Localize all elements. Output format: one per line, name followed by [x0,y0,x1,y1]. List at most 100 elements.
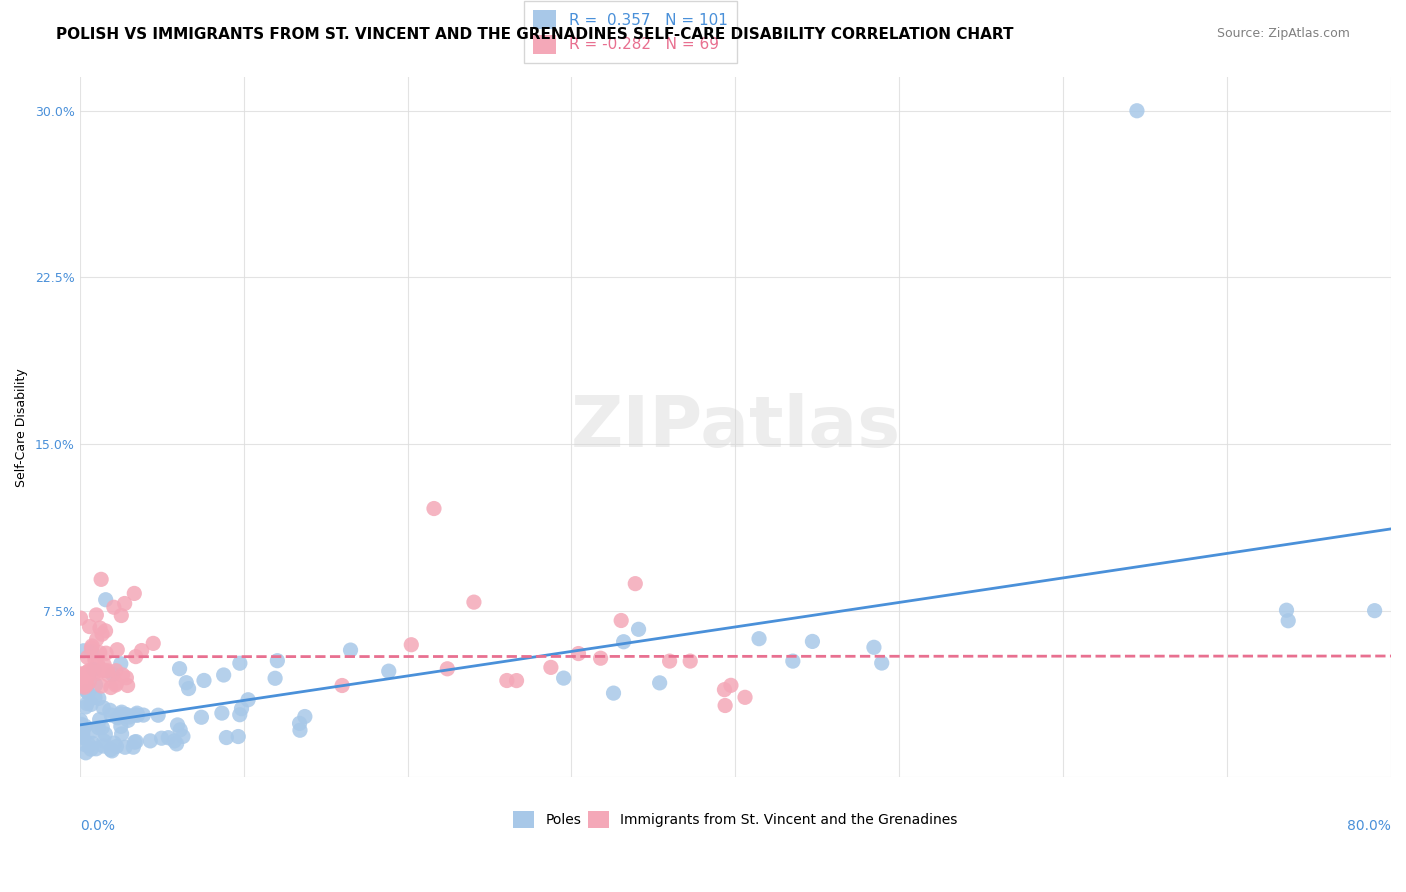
Point [288,716,311,731]
Point [748,632,770,646]
Point [87,691,110,706]
Point [125,649,148,664]
Point [107,711,129,725]
Point [142,636,165,650]
Point [110,727,132,741]
Point [377,664,399,678]
Point [75,746,97,760]
Text: 80.0%: 80.0% [1347,819,1391,833]
Point [90,679,112,693]
Point [89,621,111,635]
Point [713,682,735,697]
Text: ZIPatlas: ZIPatlas [571,392,900,462]
Point [73,738,96,752]
Point [139,734,162,748]
Point [734,690,756,705]
Point [76,666,98,681]
Point [86,666,108,681]
Point [76,678,98,692]
Point [495,673,517,688]
Point [91,627,114,641]
Point [103,736,125,750]
Point [76,697,98,711]
Point [125,707,148,722]
Point [76,672,98,686]
Point [423,501,446,516]
Point [714,698,737,713]
Point [720,678,742,692]
Point [115,707,138,722]
Point [75,700,97,714]
Point [69,668,91,682]
Point [72,728,94,742]
Point [105,739,128,754]
Point [80,641,103,656]
Point [602,686,624,700]
Point [87,721,110,735]
Point [101,744,124,758]
Point [73,676,96,690]
Point [93,734,115,748]
Point [101,667,124,681]
Point [463,595,485,609]
Point [115,671,138,685]
Point [111,668,134,682]
Point [131,643,153,657]
Point [70,666,93,681]
Point [174,675,197,690]
Point [77,686,100,700]
Point [288,723,311,738]
Point [658,654,681,668]
Point [94,646,117,660]
Point [229,657,252,671]
Point [114,597,136,611]
Point [84,678,107,692]
Point [177,681,200,696]
Point [166,718,188,732]
Point [266,654,288,668]
Point [114,707,136,722]
Point [76,684,98,698]
Point [76,650,98,665]
Point [863,640,886,655]
Point [69,714,91,728]
Point [193,673,215,688]
Point [77,674,100,689]
Point [339,643,361,657]
Point [97,668,120,682]
Point [110,608,132,623]
Point [627,623,650,637]
Point [782,654,804,668]
Point [105,676,128,690]
Point [70,717,93,731]
Point [86,607,108,622]
Point [79,619,101,633]
Point [163,734,186,748]
Point [84,665,107,679]
Point [82,736,104,750]
Point [172,730,194,744]
Point [613,634,636,648]
Point [1275,603,1298,617]
Text: Source: ZipAtlas.com: Source: ZipAtlas.com [1216,27,1350,40]
Point [72,675,94,690]
Text: 0.0%: 0.0% [80,819,115,833]
Point [103,600,125,615]
Point [125,706,148,721]
Point [624,576,647,591]
Point [610,614,633,628]
Point [146,708,169,723]
Point [80,644,103,658]
Point [150,731,173,746]
Point [679,654,702,668]
Point [94,592,117,607]
Point [91,700,114,714]
Point [330,679,353,693]
Point [94,727,117,741]
Point [166,737,188,751]
Point [72,724,94,739]
Point [111,705,134,719]
Point [104,664,127,678]
Point [157,731,180,745]
Point [69,719,91,733]
